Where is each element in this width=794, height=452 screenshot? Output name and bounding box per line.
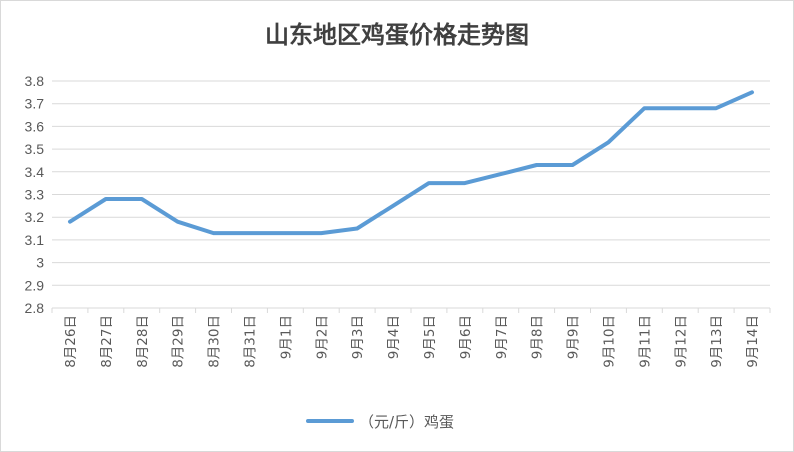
y-tick-label: 3.1	[25, 232, 45, 248]
data-point	[177, 221, 179, 223]
data-point	[500, 173, 502, 175]
x-tick-label: 8月29日	[171, 315, 187, 368]
x-tick-label: 9月13日	[709, 315, 725, 368]
x-tick-label: 8月27日	[99, 315, 115, 368]
x-tick-label: 8月28日	[135, 315, 151, 368]
y-tick-label: 3.3	[25, 187, 45, 203]
x-tick-label: 9月1日	[278, 315, 294, 359]
data-point	[213, 232, 215, 234]
x-tick-label: 9月4日	[386, 315, 402, 359]
data-point	[679, 107, 681, 109]
x-tick-label: 9月7日	[494, 315, 510, 359]
y-tick-label: 3.7	[25, 96, 45, 112]
x-tick-label: 8月31日	[242, 315, 258, 368]
data-point	[284, 232, 286, 234]
series-line	[68, 90, 754, 236]
data-point	[536, 164, 538, 166]
data-point	[392, 205, 394, 207]
data-point	[464, 182, 466, 184]
x-tick-label: 9月2日	[314, 315, 330, 359]
x-tick-label: 9月3日	[350, 315, 366, 359]
y-tick-label: 2.8	[25, 300, 45, 316]
y-tick-label: 3.6	[25, 118, 45, 134]
x-tick-label: 9月5日	[422, 315, 438, 359]
legend-label: （元/斤）鸡蛋	[359, 413, 454, 431]
chart-title: 山东地区鸡蛋价格走势图	[265, 20, 529, 49]
data-point	[643, 107, 645, 109]
data-point	[141, 198, 143, 200]
y-tick-label: 3.8	[25, 73, 45, 89]
x-tick-label: 9月9日	[566, 315, 582, 359]
data-point	[356, 228, 358, 230]
data-point	[248, 232, 250, 234]
x-tick-label: 9月11日	[637, 315, 653, 368]
data-point	[428, 182, 430, 184]
y-tick-label: 3	[36, 255, 44, 271]
data-point	[320, 232, 322, 234]
data-point	[69, 221, 71, 223]
x-tick-label: 9月12日	[673, 315, 689, 368]
data-point	[751, 91, 753, 93]
x-tick-label: 9月14日	[745, 315, 761, 368]
data-point	[105, 198, 107, 200]
data-point	[607, 141, 609, 143]
data-point	[715, 107, 717, 109]
x-tick-label: 9月8日	[530, 315, 546, 359]
y-tick-label: 3.4	[25, 164, 45, 180]
y-tick-label: 2.9	[25, 277, 45, 293]
x-tick-label: 8月26日	[63, 315, 79, 368]
y-tick-label: 3.2	[25, 209, 45, 225]
x-tick-label: 8月30日	[207, 315, 223, 368]
y-tick-label: 3.5	[25, 141, 45, 157]
x-tick-label: 9月6日	[458, 315, 474, 359]
x-tick-label: 9月10日	[601, 315, 617, 368]
data-point	[572, 164, 574, 166]
